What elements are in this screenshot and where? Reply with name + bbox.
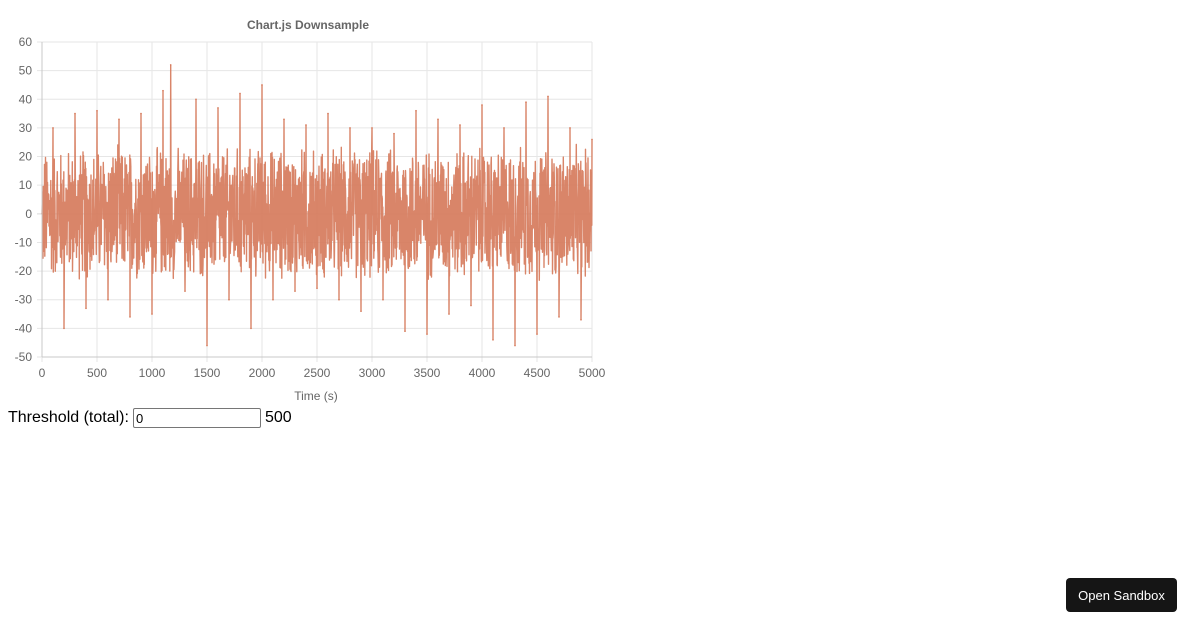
x-tick-label: 500 (87, 366, 107, 380)
chart-series (41, 64, 593, 347)
x-tick-label: 5000 (579, 366, 606, 380)
data-point (63, 327, 65, 330)
data-point (85, 307, 87, 310)
data-point (129, 316, 131, 318)
data-point (228, 298, 230, 301)
data-point (393, 132, 395, 135)
y-tick-label: 0 (25, 207, 32, 221)
data-point (404, 330, 406, 333)
data-point (195, 98, 197, 101)
x-tick-label: 3000 (359, 366, 386, 380)
data-point (305, 124, 307, 126)
data-point (459, 124, 461, 126)
data-point (327, 112, 329, 115)
threshold-label: Threshold (total): (8, 409, 129, 426)
threshold-input[interactable] (132, 408, 261, 428)
y-tick-label: 20 (19, 150, 33, 164)
data-point (569, 127, 571, 129)
data-point (151, 313, 153, 315)
data-point (206, 344, 208, 347)
threshold-max-value: 500 (264, 409, 292, 426)
data-point (514, 344, 516, 347)
data-point (481, 104, 483, 106)
y-tick-label: -50 (15, 350, 33, 364)
data-point (316, 287, 318, 290)
data-point (558, 316, 560, 318)
y-tick-label: -30 (15, 293, 33, 307)
x-tick-label: 1000 (139, 366, 166, 380)
data-point (107, 298, 109, 301)
data-point (272, 298, 274, 301)
x-tick-label: 2500 (304, 366, 331, 380)
data-point (74, 112, 76, 115)
chart-container: 60 50 40 30 20 10 0 -10 -20 -30 -40 -50 0 500 1000 1500… (0, 0, 610, 408)
data-point (239, 92, 241, 95)
data-point (437, 118, 439, 121)
x-tick-label: 4500 (524, 366, 551, 380)
y-tick-label: 10 (19, 178, 33, 192)
data-point (52, 127, 54, 129)
data-point (162, 89, 164, 92)
data-point (118, 118, 120, 121)
x-tick-label: 2000 (249, 366, 276, 380)
data-point (169, 64, 172, 66)
x-tick-label: 3500 (414, 366, 441, 380)
threshold-controls: Threshold (total): 500 (8, 407, 292, 429)
data-point (580, 318, 582, 321)
y-tick-label: 40 (19, 92, 33, 106)
data-point (217, 107, 219, 109)
y-tick-label: 50 (19, 64, 33, 78)
data-point (96, 109, 98, 112)
y-tick-label: -40 (15, 321, 33, 335)
data-point (382, 298, 384, 301)
data-point (250, 327, 252, 330)
open-sandbox-button[interactable]: Open Sandbox (1066, 578, 1177, 612)
data-point (371, 127, 373, 129)
data-point (140, 112, 142, 115)
data-point (415, 109, 417, 112)
data-point (349, 127, 351, 129)
x-tick-label: 4000 (469, 366, 496, 380)
y-tick-label: 30 (19, 121, 33, 135)
data-point (261, 84, 263, 86)
line-chart: 60 50 40 30 20 10 0 -10 -20 -30 -40 -50 0 500 1000 1500… (15, 18, 606, 403)
data-point (448, 313, 450, 315)
data-point (426, 333, 428, 335)
chart-title: Chart.js Downsample (247, 18, 369, 32)
x-tick-label: 1500 (194, 366, 221, 380)
data-point (360, 310, 362, 312)
data-point (294, 290, 296, 292)
data-point (503, 127, 505, 129)
y-tick-label: -10 (15, 235, 33, 249)
data-point (591, 138, 593, 141)
x-axis-title: Time (s) (294, 389, 338, 403)
data-point (283, 118, 285, 121)
data-point (338, 298, 340, 301)
data-point (492, 339, 494, 341)
y-tick-label: -20 (15, 264, 33, 278)
x-tick-label: 0 (39, 366, 46, 380)
data-point (525, 101, 527, 103)
data-point (536, 333, 538, 335)
chart-axes: 60 50 40 30 20 10 0 -10 -20 -30 -40 -50 0 500 1000 1500… (15, 35, 606, 380)
data-point (470, 304, 472, 307)
y-tick-label: 60 (19, 35, 33, 49)
data-point (184, 290, 186, 292)
data-point (547, 95, 549, 98)
